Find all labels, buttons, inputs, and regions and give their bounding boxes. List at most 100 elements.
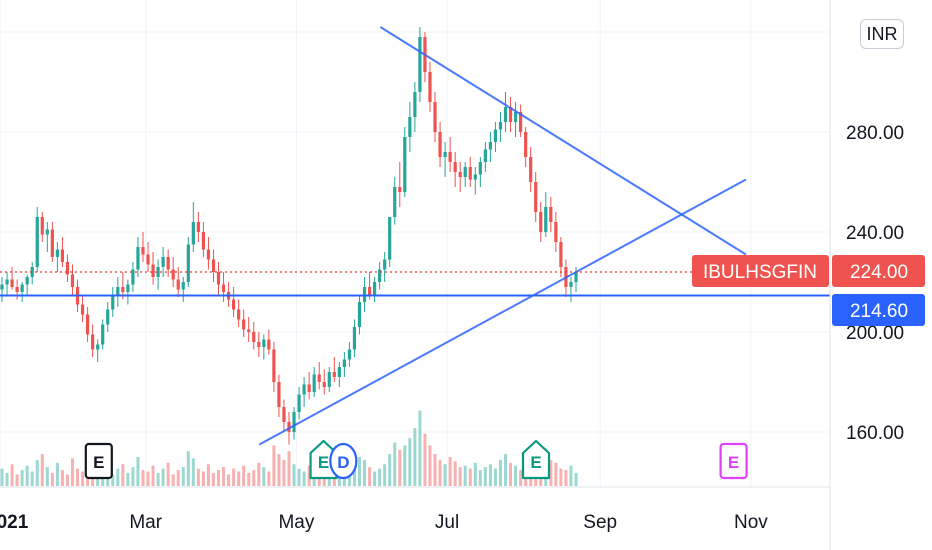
candle-body — [156, 267, 160, 277]
candle-body — [267, 339, 271, 350]
volume-bar — [478, 470, 482, 486]
candle-body — [85, 314, 90, 335]
candle-body — [383, 259, 387, 270]
candle-body — [141, 247, 145, 255]
volume-bar — [35, 459, 39, 486]
volume-bar — [30, 471, 34, 486]
candle-body — [534, 182, 538, 212]
candle-body — [5, 279, 9, 285]
candle-body — [80, 304, 85, 315]
candle-body — [181, 282, 185, 290]
volume-bar — [408, 438, 412, 486]
candle-body — [418, 37, 422, 92]
y-tick-label: 240.00 — [846, 223, 904, 244]
volume-bar — [574, 472, 578, 486]
candle-body — [322, 382, 326, 387]
volume-bar — [378, 468, 382, 486]
volume-bar — [312, 472, 316, 486]
event-label: E — [93, 453, 104, 472]
volume-bar — [352, 462, 356, 486]
trendline[interactable] — [379, 26, 747, 256]
candle-body — [232, 299, 236, 310]
volume-bar — [297, 468, 301, 486]
volume-bar — [262, 467, 266, 486]
volume-bar — [277, 454, 281, 486]
volume-bar — [569, 465, 573, 486]
candle-body — [196, 222, 200, 232]
volume-bar — [514, 465, 518, 486]
volume-bar — [493, 468, 497, 486]
volume-bar — [146, 471, 150, 486]
volume-bar — [166, 462, 170, 486]
volume-bar — [55, 462, 59, 486]
candle-body — [347, 349, 352, 360]
candle-body — [448, 152, 452, 162]
candle-body — [378, 269, 382, 282]
candle-body — [307, 384, 311, 392]
volume-bar — [156, 472, 160, 486]
candle-body — [50, 229, 54, 257]
x-tick-label: May — [278, 512, 314, 533]
candle-body — [498, 122, 503, 130]
volume-bar — [25, 465, 29, 486]
volume-bar — [403, 445, 407, 486]
volume-bar — [554, 462, 558, 486]
volume-bar — [463, 465, 467, 486]
event-marker-e[interactable]: E — [719, 442, 748, 480]
currency-button[interactable]: INR — [860, 19, 904, 49]
candle-body — [372, 282, 377, 295]
candle-body — [453, 162, 457, 172]
trendline[interactable] — [258, 178, 747, 446]
x-tick-label: Sep — [583, 512, 617, 533]
candle-body — [96, 344, 100, 350]
candle-body — [10, 279, 14, 287]
volume-bar — [483, 467, 487, 486]
volume-bar — [151, 465, 155, 486]
candle-body — [312, 374, 316, 392]
event-marker-e[interactable]: E — [309, 439, 338, 480]
volume-bar — [247, 472, 251, 486]
candle-body — [30, 267, 34, 277]
volume-bar — [81, 471, 85, 486]
volume-bar — [121, 464, 125, 486]
volume-bar — [45, 467, 49, 486]
candle-body — [468, 167, 472, 180]
volume-bar — [398, 449, 402, 486]
candle-body — [247, 329, 251, 332]
volume-bar — [0, 468, 4, 486]
candle-body — [277, 382, 281, 407]
candle-body — [488, 142, 493, 150]
volume-bar — [76, 468, 80, 486]
event-marker-d[interactable]: D — [329, 442, 358, 480]
gridlines — [0, 0, 830, 487]
trendlines[interactable] — [258, 26, 747, 446]
candle-body — [433, 102, 437, 132]
volume-bar — [302, 471, 306, 486]
volume-bar — [141, 470, 145, 486]
volume-bar — [549, 459, 553, 486]
candle-body — [131, 269, 135, 285]
volume-bar — [388, 454, 392, 486]
volume-bar — [347, 470, 351, 486]
candle-body — [508, 107, 513, 122]
volume-bar — [131, 467, 135, 486]
candle-body — [549, 207, 553, 222]
hline-price-tag: 214.60 — [832, 294, 925, 326]
candle-body — [287, 422, 291, 432]
volume-bar — [201, 471, 205, 486]
candle-body — [166, 257, 170, 270]
volume-bar — [519, 470, 523, 486]
volume-bar — [453, 461, 457, 486]
volume-bar — [191, 458, 195, 486]
volume-bar — [206, 464, 210, 486]
event-marker-e[interactable]: E — [521, 439, 551, 480]
event-marker-e[interactable]: E — [84, 442, 113, 480]
volume-bar — [50, 472, 54, 486]
candle-body — [282, 407, 286, 422]
candle-body — [332, 372, 336, 377]
volume-bar — [116, 468, 120, 486]
candle-body — [111, 294, 115, 310]
volume-bar — [428, 445, 432, 486]
